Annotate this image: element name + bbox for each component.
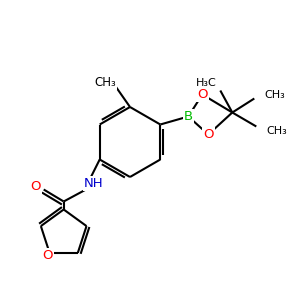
Text: O: O	[42, 249, 53, 262]
Text: O: O	[30, 180, 41, 193]
Text: CH₃: CH₃	[266, 125, 287, 136]
Text: CH₃: CH₃	[264, 89, 285, 100]
Text: O: O	[197, 88, 208, 101]
Text: B: B	[184, 110, 193, 123]
Text: H₃C: H₃C	[196, 77, 216, 88]
Text: O: O	[203, 128, 214, 141]
Text: NH: NH	[84, 177, 104, 190]
Text: CH₃: CH₃	[94, 76, 116, 88]
